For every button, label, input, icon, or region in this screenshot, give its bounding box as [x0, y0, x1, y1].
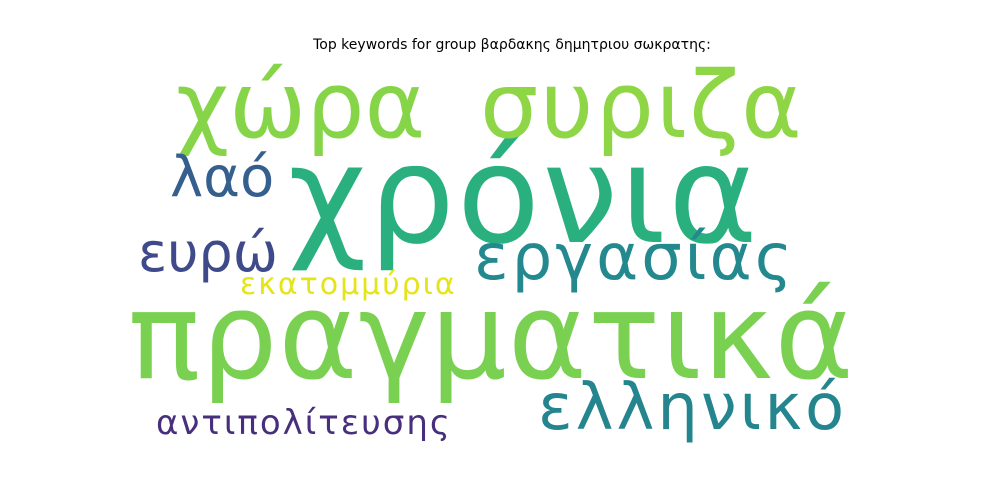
- word-chronia: χρόνια: [288, 117, 760, 275]
- word-evro: ευρώ: [138, 221, 278, 284]
- word-antipoliteysis: αντιπολίτευσης: [156, 403, 452, 443]
- word-ergasias: εργασίας: [474, 221, 796, 295]
- word-syriza: συριζα: [480, 52, 804, 159]
- word-elliniko: ελληνικό: [538, 371, 848, 445]
- word-pragmatika: πραγματικά: [128, 268, 855, 407]
- chart-title: Top keywords for group βαρδακης δημητριο…: [313, 37, 711, 53]
- word-chora: χώρα: [176, 52, 426, 159]
- word-lao: λαό: [170, 145, 275, 210]
- word-ekatommyria: εκατομμύρια: [240, 267, 457, 302]
